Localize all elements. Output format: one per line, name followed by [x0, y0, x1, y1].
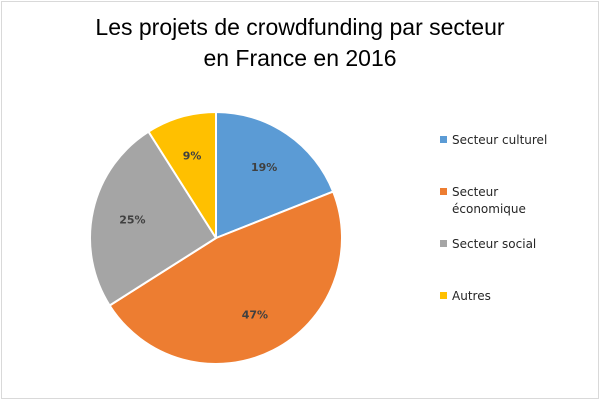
legend-swatch-autres: [440, 292, 447, 299]
pie-slice-autres: [147, 111, 217, 239]
legend-swatch-secteur-culturel: [440, 136, 447, 143]
chart-title-line-1: Les projets de crowdfunding par secteur: [95, 14, 505, 40]
chart-title: Les projets de crowdfunding par secteur …: [0, 12, 600, 74]
legend-swatch-secteur-economique: [440, 188, 447, 195]
pie-slice-secteur-economique: [108, 190, 343, 365]
data-label-secteur-culturel: 19%: [251, 161, 277, 174]
legend-label-secteur-social: Secteur social: [452, 237, 537, 251]
legend-label-autres: Autres: [452, 289, 491, 303]
legend-label-secteur-economique: Secteur économique: [452, 185, 526, 216]
legend-label-secteur-culturel: Secteur culturel: [452, 133, 548, 147]
data-label-autres: 9%: [183, 150, 202, 163]
legend-swatch-secteur-social: [440, 240, 447, 247]
pie-slice-secteur-social: [89, 130, 217, 307]
chart-title-line-2: en France en 2016: [203, 45, 397, 71]
data-label-secteur-economique: 47%: [242, 308, 268, 321]
pie-slice-secteur-culturel: [215, 111, 335, 239]
data-label-secteur-social: 25%: [119, 213, 145, 226]
